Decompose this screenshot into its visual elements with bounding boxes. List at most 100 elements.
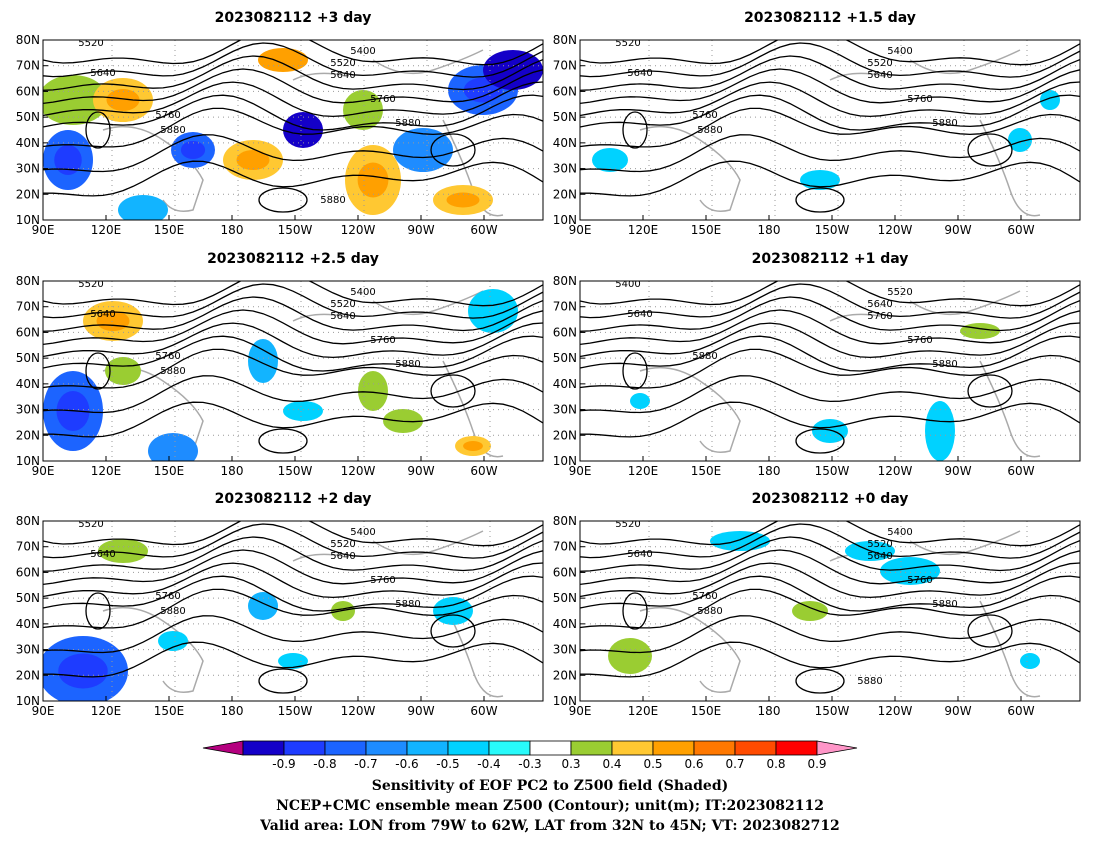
colorbar-segment <box>734 740 777 756</box>
closed-contour <box>622 592 648 630</box>
lat-tick-label: 30N <box>553 403 577 417</box>
contour-label: 5400 <box>350 527 375 538</box>
lon-tick-label: 150E <box>691 464 722 478</box>
lat-tick-label: 40N <box>16 377 40 391</box>
z500-contour <box>580 68 1080 105</box>
z500-contour <box>43 42 543 78</box>
contour-label: 5400 <box>350 287 375 298</box>
sensitivity-shading <box>800 170 840 190</box>
colorbar-label: -0.8 <box>313 757 336 771</box>
lat-tick-label: 50N <box>16 110 40 124</box>
z500-contour <box>580 160 1080 197</box>
sensitivity-shading <box>960 323 1000 339</box>
contour-label: 5760 <box>907 575 932 586</box>
contour-label: 5520 <box>78 519 103 530</box>
lat-tick-label: 30N <box>553 643 577 657</box>
panel-title: 2023082112 +1 day <box>752 251 909 267</box>
closed-contour <box>795 668 845 694</box>
coastline <box>829 313 881 322</box>
coastline <box>909 290 1041 458</box>
lat-tick-label: 20N <box>16 428 40 442</box>
colorbar-label: -0.3 <box>518 757 541 771</box>
z500-contour <box>580 641 1080 678</box>
z500-contour <box>43 536 543 572</box>
colorbar-label: 0.3 <box>561 757 580 771</box>
colorbar-left-arrow <box>202 740 244 756</box>
caption-line-3: Valid area: LON from 79W to 62W, LAT fro… <box>259 818 840 834</box>
lat-tick-label: 50N <box>553 351 577 365</box>
coastline <box>639 366 741 453</box>
lon-tick-label: 60W <box>470 223 497 237</box>
lon-tick-label: 120W <box>878 464 913 478</box>
z500-contour <box>43 160 543 197</box>
lon-tick-label: 60W <box>470 464 497 478</box>
lat-tick-label: 20N <box>553 668 577 682</box>
z500-contour <box>580 322 1080 359</box>
closed-contour <box>85 352 111 390</box>
contour-label: 5640 <box>330 70 355 81</box>
closed-contour <box>85 111 111 149</box>
contour-label: 5640 <box>867 551 892 562</box>
sensitivity-shading <box>1008 128 1032 152</box>
sensitivity-shading <box>258 48 308 72</box>
lat-tick-label: 30N <box>16 162 40 176</box>
z500-contour <box>43 296 543 332</box>
sensitivity-shading <box>630 393 650 409</box>
sensitivity-shading <box>248 592 278 620</box>
lon-tick-label: 90E <box>569 223 592 237</box>
contour-label: 5760 <box>155 351 180 362</box>
lat-tick-label: 40N <box>16 136 40 150</box>
contour-label: 5640 <box>627 309 652 320</box>
lon-tick-label: 90W <box>407 704 434 718</box>
z500-contour <box>43 68 543 105</box>
sensitivity-shading <box>148 433 198 461</box>
contour-label: 5520 <box>330 299 355 310</box>
contour-label: 5640 <box>90 549 115 560</box>
colorbar-label: 0.8 <box>766 757 785 771</box>
sensitivity-shading <box>1040 90 1060 110</box>
lat-tick-label: 40N <box>553 617 577 631</box>
contour-label: 5640 <box>867 299 892 310</box>
lat-tick-label: 80N <box>553 514 577 528</box>
z500-contour <box>580 536 1080 572</box>
contour-label: 5640 <box>627 68 652 79</box>
lat-tick-label: 70N <box>553 540 577 554</box>
z500-contour <box>580 283 1080 319</box>
contour-label: 5880 <box>395 359 420 370</box>
contour-label: 5520 <box>867 539 892 550</box>
colorbar-label: -0.7 <box>354 757 377 771</box>
sensitivity-shading <box>105 357 141 385</box>
lon-tick-label: 150W <box>815 704 850 718</box>
colorbar-segment <box>693 740 736 756</box>
z500-contour <box>580 42 1080 78</box>
z500-contour <box>43 283 543 319</box>
lat-tick-label: 10N <box>16 213 40 227</box>
lon-tick-label: 120W <box>878 223 913 237</box>
closed-contour <box>967 374 1013 408</box>
lon-tick-label: 90W <box>944 464 971 478</box>
colorbar-label: 0.9 <box>807 757 826 771</box>
contour-label: 5400 <box>887 46 912 57</box>
sensitivity-shading-core <box>106 89 140 111</box>
lat-tick-label: 60N <box>553 325 577 339</box>
contour-label: 5520 <box>330 539 355 550</box>
closed-contour <box>430 133 476 167</box>
sensitivity-shading <box>468 289 518 333</box>
lon-tick-label: 60W <box>1007 223 1034 237</box>
lon-tick-label: 150W <box>815 223 850 237</box>
lat-tick-label: 80N <box>16 274 40 288</box>
colorbar-label: 0.7 <box>725 757 744 771</box>
contour-label: 5640 <box>627 549 652 560</box>
contour-label: 5640 <box>330 311 355 322</box>
lon-tick-label: 120E <box>628 704 659 718</box>
coastline <box>292 313 344 322</box>
z500-contour <box>43 55 543 91</box>
lon-tick-label: 90E <box>32 704 55 718</box>
closed-contour <box>967 133 1013 167</box>
sensitivity-shading <box>925 401 955 461</box>
closed-contour <box>795 187 845 213</box>
